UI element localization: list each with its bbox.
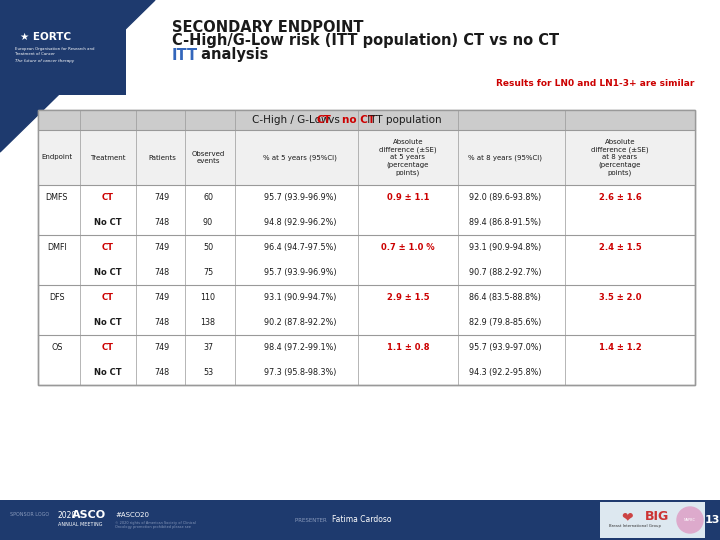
Text: 748: 748: [154, 218, 170, 227]
Text: European Organisation for Research and: European Organisation for Research and: [15, 47, 94, 51]
Text: no CT: no CT: [342, 115, 375, 125]
Text: No CT: No CT: [94, 218, 122, 227]
Text: 97.3 (95.8-98.3%): 97.3 (95.8-98.3%): [264, 368, 336, 377]
Text: 1.4 ± 1.2: 1.4 ± 1.2: [598, 343, 642, 352]
FancyBboxPatch shape: [0, 500, 720, 540]
FancyBboxPatch shape: [38, 130, 695, 185]
Text: 95.7 (93.9-96.9%): 95.7 (93.9-96.9%): [264, 193, 336, 202]
Text: ITT population: ITT population: [364, 115, 441, 125]
Text: ★ EORTC: ★ EORTC: [20, 32, 71, 42]
Text: Observed
events: Observed events: [192, 151, 225, 164]
FancyBboxPatch shape: [38, 110, 695, 130]
Text: 749: 749: [154, 193, 170, 202]
Text: PRESENTER: PRESENTER: [294, 517, 330, 523]
Text: 94.8 (92.9-96.2%): 94.8 (92.9-96.2%): [264, 218, 336, 227]
Text: C-High/G-Low risk (ITT population) CT vs no CT: C-High/G-Low risk (ITT population) CT vs…: [172, 33, 559, 49]
Text: 95.7 (93.9-96.9%): 95.7 (93.9-96.9%): [264, 268, 336, 277]
Text: 90.2 (87.8-92.2%): 90.2 (87.8-92.2%): [264, 318, 336, 327]
Text: 37: 37: [203, 343, 213, 352]
Text: 748: 748: [154, 318, 170, 327]
Text: 2.6 ± 1.6: 2.6 ± 1.6: [598, 193, 642, 202]
FancyBboxPatch shape: [8, 23, 126, 95]
Text: 93.1 (90.9-94.7%): 93.1 (90.9-94.7%): [264, 293, 336, 302]
Text: NAPBC: NAPBC: [684, 518, 696, 522]
Text: 53: 53: [203, 368, 213, 377]
Text: 92.0 (89.6-93.8%): 92.0 (89.6-93.8%): [469, 193, 541, 202]
Text: CT: CT: [102, 343, 114, 352]
Text: Patients: Patients: [148, 154, 176, 160]
Text: 86.4 (83.5-88.8%): 86.4 (83.5-88.8%): [469, 293, 541, 302]
Text: BIG: BIG: [645, 510, 670, 523]
Text: DMFS: DMFS: [46, 193, 68, 202]
Text: C-High / G-Low: C-High / G-Low: [252, 115, 333, 125]
Text: No CT: No CT: [94, 318, 122, 327]
Text: The future of cancer therapy: The future of cancer therapy: [15, 59, 74, 63]
Text: SPONSOR LOGO: SPONSOR LOGO: [10, 512, 49, 517]
Text: Treatment of Cancer: Treatment of Cancer: [15, 52, 55, 56]
Text: % at 8 years (95%CI): % at 8 years (95%CI): [468, 154, 542, 161]
Text: Absolute
difference (±SE)
at 5 years
(percentage
points): Absolute difference (±SE) at 5 years (pe…: [379, 139, 437, 176]
Text: 82.9 (79.8-85.6%): 82.9 (79.8-85.6%): [469, 318, 541, 327]
Text: 90: 90: [203, 218, 213, 227]
Text: 50: 50: [203, 243, 213, 252]
Text: Breast International Group: Breast International Group: [609, 524, 661, 528]
Text: © 2020 rights of American Society of Clinical: © 2020 rights of American Society of Cli…: [115, 521, 196, 525]
Text: No CT: No CT: [94, 368, 122, 377]
Text: CT: CT: [317, 115, 331, 125]
Text: SECONDARY ENDPOINT: SECONDARY ENDPOINT: [172, 19, 364, 35]
Text: 749: 749: [154, 343, 170, 352]
Text: No CT: No CT: [94, 268, 122, 277]
Text: 749: 749: [154, 293, 170, 302]
Text: 90.7 (88.2-92.7%): 90.7 (88.2-92.7%): [469, 268, 541, 277]
Text: Absolute
difference (±SE)
at 8 years
(percentage
points): Absolute difference (±SE) at 8 years (pe…: [591, 139, 649, 176]
Text: 2.9 ± 1.5: 2.9 ± 1.5: [387, 293, 429, 302]
Text: 60: 60: [203, 193, 213, 202]
Text: analysis: analysis: [196, 48, 269, 63]
Text: 2.4 ± 1.5: 2.4 ± 1.5: [598, 243, 642, 252]
Text: CT: CT: [102, 243, 114, 252]
Text: Endpoint: Endpoint: [42, 154, 73, 160]
Text: 89.4 (86.8-91.5%): 89.4 (86.8-91.5%): [469, 218, 541, 227]
Text: 98.4 (97.2-99.1%): 98.4 (97.2-99.1%): [264, 343, 336, 352]
Text: DMFI: DMFI: [47, 243, 67, 252]
Text: 94.3 (92.2-95.8%): 94.3 (92.2-95.8%): [469, 368, 541, 377]
Text: ASCO: ASCO: [72, 510, 106, 520]
Text: CT: CT: [102, 193, 114, 202]
Text: Results for LN0 and LN1-3+ are similar: Results for LN0 and LN1-3+ are similar: [495, 79, 694, 89]
Text: 96.4 (94.7-97.5%): 96.4 (94.7-97.5%): [264, 243, 336, 252]
Text: % at 5 years (95%CI): % at 5 years (95%CI): [263, 154, 337, 161]
Circle shape: [677, 507, 703, 533]
Text: #ASCO20: #ASCO20: [115, 512, 149, 518]
Text: 13: 13: [704, 515, 720, 525]
Text: ❤: ❤: [621, 510, 633, 524]
Text: 2020: 2020: [58, 510, 77, 519]
Text: 95.7 (93.9-97.0%): 95.7 (93.9-97.0%): [469, 343, 541, 352]
Text: DFS: DFS: [49, 293, 65, 302]
Polygon shape: [0, 0, 155, 152]
Text: 93.1 (90.9-94.8%): 93.1 (90.9-94.8%): [469, 243, 541, 252]
Text: 0.7 ± 1.0 %: 0.7 ± 1.0 %: [381, 243, 435, 252]
Text: Oncology promotion prohibited please see: Oncology promotion prohibited please see: [115, 525, 191, 529]
Text: Treatment: Treatment: [90, 154, 126, 160]
Text: ANNUAL MEETING: ANNUAL MEETING: [58, 523, 102, 528]
Text: vs: vs: [325, 115, 343, 125]
Text: OS: OS: [51, 343, 63, 352]
Text: 749: 749: [154, 243, 170, 252]
Text: CT: CT: [102, 293, 114, 302]
Text: 748: 748: [154, 368, 170, 377]
Text: 1.1 ± 0.8: 1.1 ± 0.8: [387, 343, 429, 352]
FancyBboxPatch shape: [600, 502, 705, 538]
Text: 748: 748: [154, 268, 170, 277]
Text: 110: 110: [200, 293, 215, 302]
Text: Presented By Fatima Cardoso at TBD: Presented By Fatima Cardoso at TBD: [264, 517, 456, 527]
FancyBboxPatch shape: [38, 110, 695, 385]
Text: 75: 75: [203, 268, 213, 277]
Text: 138: 138: [200, 318, 215, 327]
Text: 3.5 ± 2.0: 3.5 ± 2.0: [599, 293, 642, 302]
Text: 0.9 ± 1.1: 0.9 ± 1.1: [387, 193, 429, 202]
Text: ITT: ITT: [172, 48, 198, 63]
Text: Fatima Cardoso: Fatima Cardoso: [332, 516, 392, 524]
